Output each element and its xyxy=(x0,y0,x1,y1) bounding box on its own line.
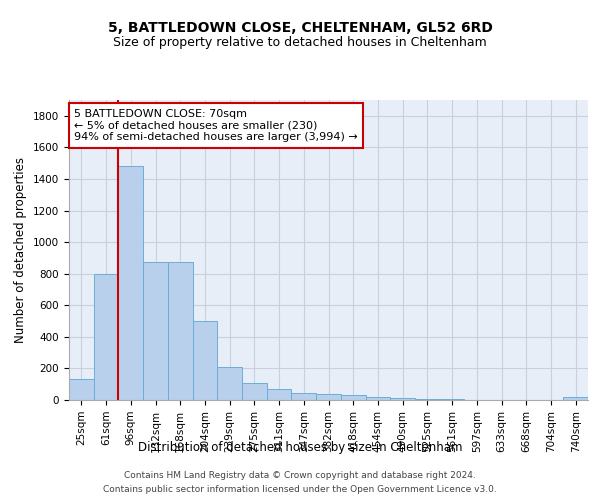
Bar xyxy=(563,397,588,400)
Bar xyxy=(365,397,390,400)
Bar xyxy=(390,398,415,400)
Bar xyxy=(440,399,464,400)
Bar xyxy=(217,367,242,400)
Text: 5, BATTLEDOWN CLOSE, CHELTENHAM, GL52 6RD: 5, BATTLEDOWN CLOSE, CHELTENHAM, GL52 6R… xyxy=(107,20,493,34)
Bar xyxy=(341,396,365,400)
Bar xyxy=(242,382,267,400)
Bar xyxy=(267,389,292,400)
Bar xyxy=(292,393,316,400)
Bar xyxy=(193,321,217,400)
Bar xyxy=(118,166,143,400)
Text: Distribution of detached houses by size in Cheltenham: Distribution of detached houses by size … xyxy=(138,441,462,454)
Bar xyxy=(168,262,193,400)
Text: 5 BATTLEDOWN CLOSE: 70sqm
← 5% of detached houses are smaller (230)
94% of semi-: 5 BATTLEDOWN CLOSE: 70sqm ← 5% of detach… xyxy=(74,109,358,142)
Text: Contains public sector information licensed under the Open Government Licence v3: Contains public sector information licen… xyxy=(103,484,497,494)
Bar xyxy=(143,262,168,400)
Bar xyxy=(94,274,118,400)
Bar xyxy=(316,394,341,400)
Bar xyxy=(69,380,94,400)
Text: Size of property relative to detached houses in Cheltenham: Size of property relative to detached ho… xyxy=(113,36,487,49)
Y-axis label: Number of detached properties: Number of detached properties xyxy=(14,157,28,343)
Text: Contains HM Land Registry data © Crown copyright and database right 2024.: Contains HM Land Registry data © Crown c… xyxy=(124,472,476,480)
Bar xyxy=(415,399,440,400)
